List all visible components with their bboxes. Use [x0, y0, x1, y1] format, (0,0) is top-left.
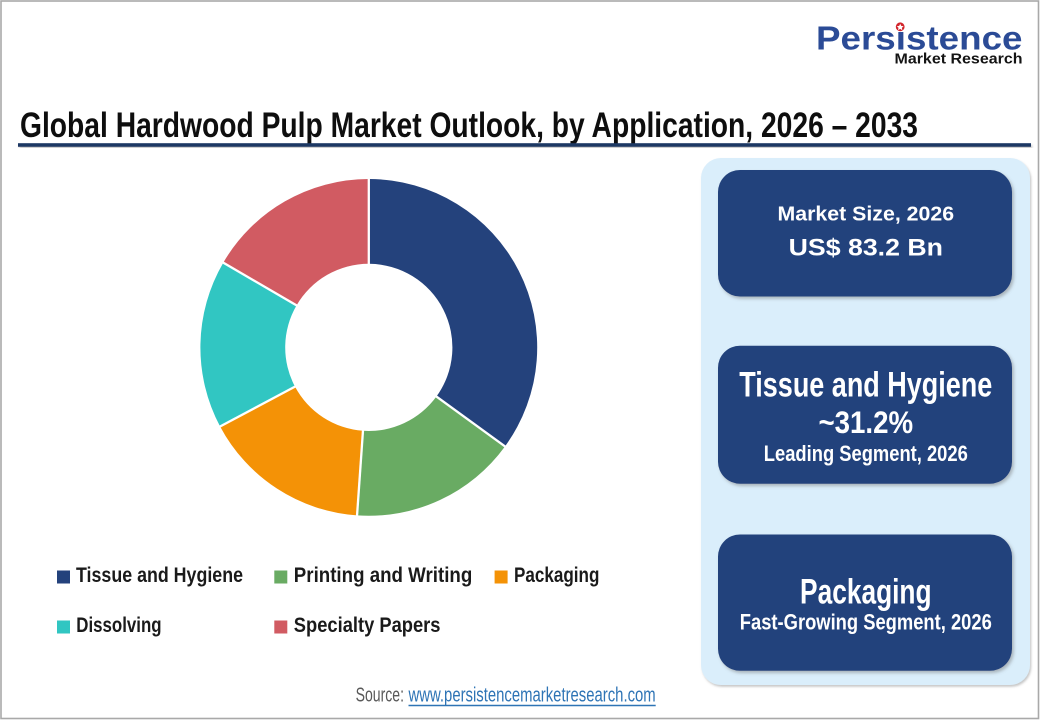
svg-text:Source:: Source: — [356, 685, 404, 707]
svg-text:Specialty Papers: Specialty Papers — [294, 614, 441, 637]
svg-text:~31.2%: ~31.2% — [819, 405, 914, 440]
svg-text:Persistence: Persistence — [816, 21, 1023, 58]
svg-text:Tissue and Hygiene: Tissue and Hygiene — [76, 564, 243, 587]
svg-text:Tissue and Hygiene: Tissue and Hygiene — [739, 366, 992, 405]
svg-text:Packaging: Packaging — [800, 573, 932, 612]
svg-text:US$ 83.2 Bn: US$ 83.2 Bn — [789, 234, 943, 261]
svg-text:Packaging: Packaging — [514, 564, 599, 587]
svg-text:Market Size, 2026: Market Size, 2026 — [778, 203, 955, 225]
svg-text:Fast-Growing Segment, 2026: Fast-Growing Segment, 2026 — [740, 610, 992, 635]
svg-text:Dissolving: Dissolving — [76, 614, 161, 637]
svg-text:Market Research: Market Research — [895, 51, 1023, 68]
svg-text:Printing and Writing: Printing and Writing — [294, 564, 473, 587]
svg-text:www.persistencemarketresearch.: www.persistencemarketresearch.com — [408, 685, 656, 707]
svg-text:Leading Segment, 2026: Leading Segment, 2026 — [764, 441, 968, 466]
svg-text:Global Hardwood Pulp Market Ou: Global Hardwood Pulp Market Outlook, by … — [20, 105, 918, 145]
